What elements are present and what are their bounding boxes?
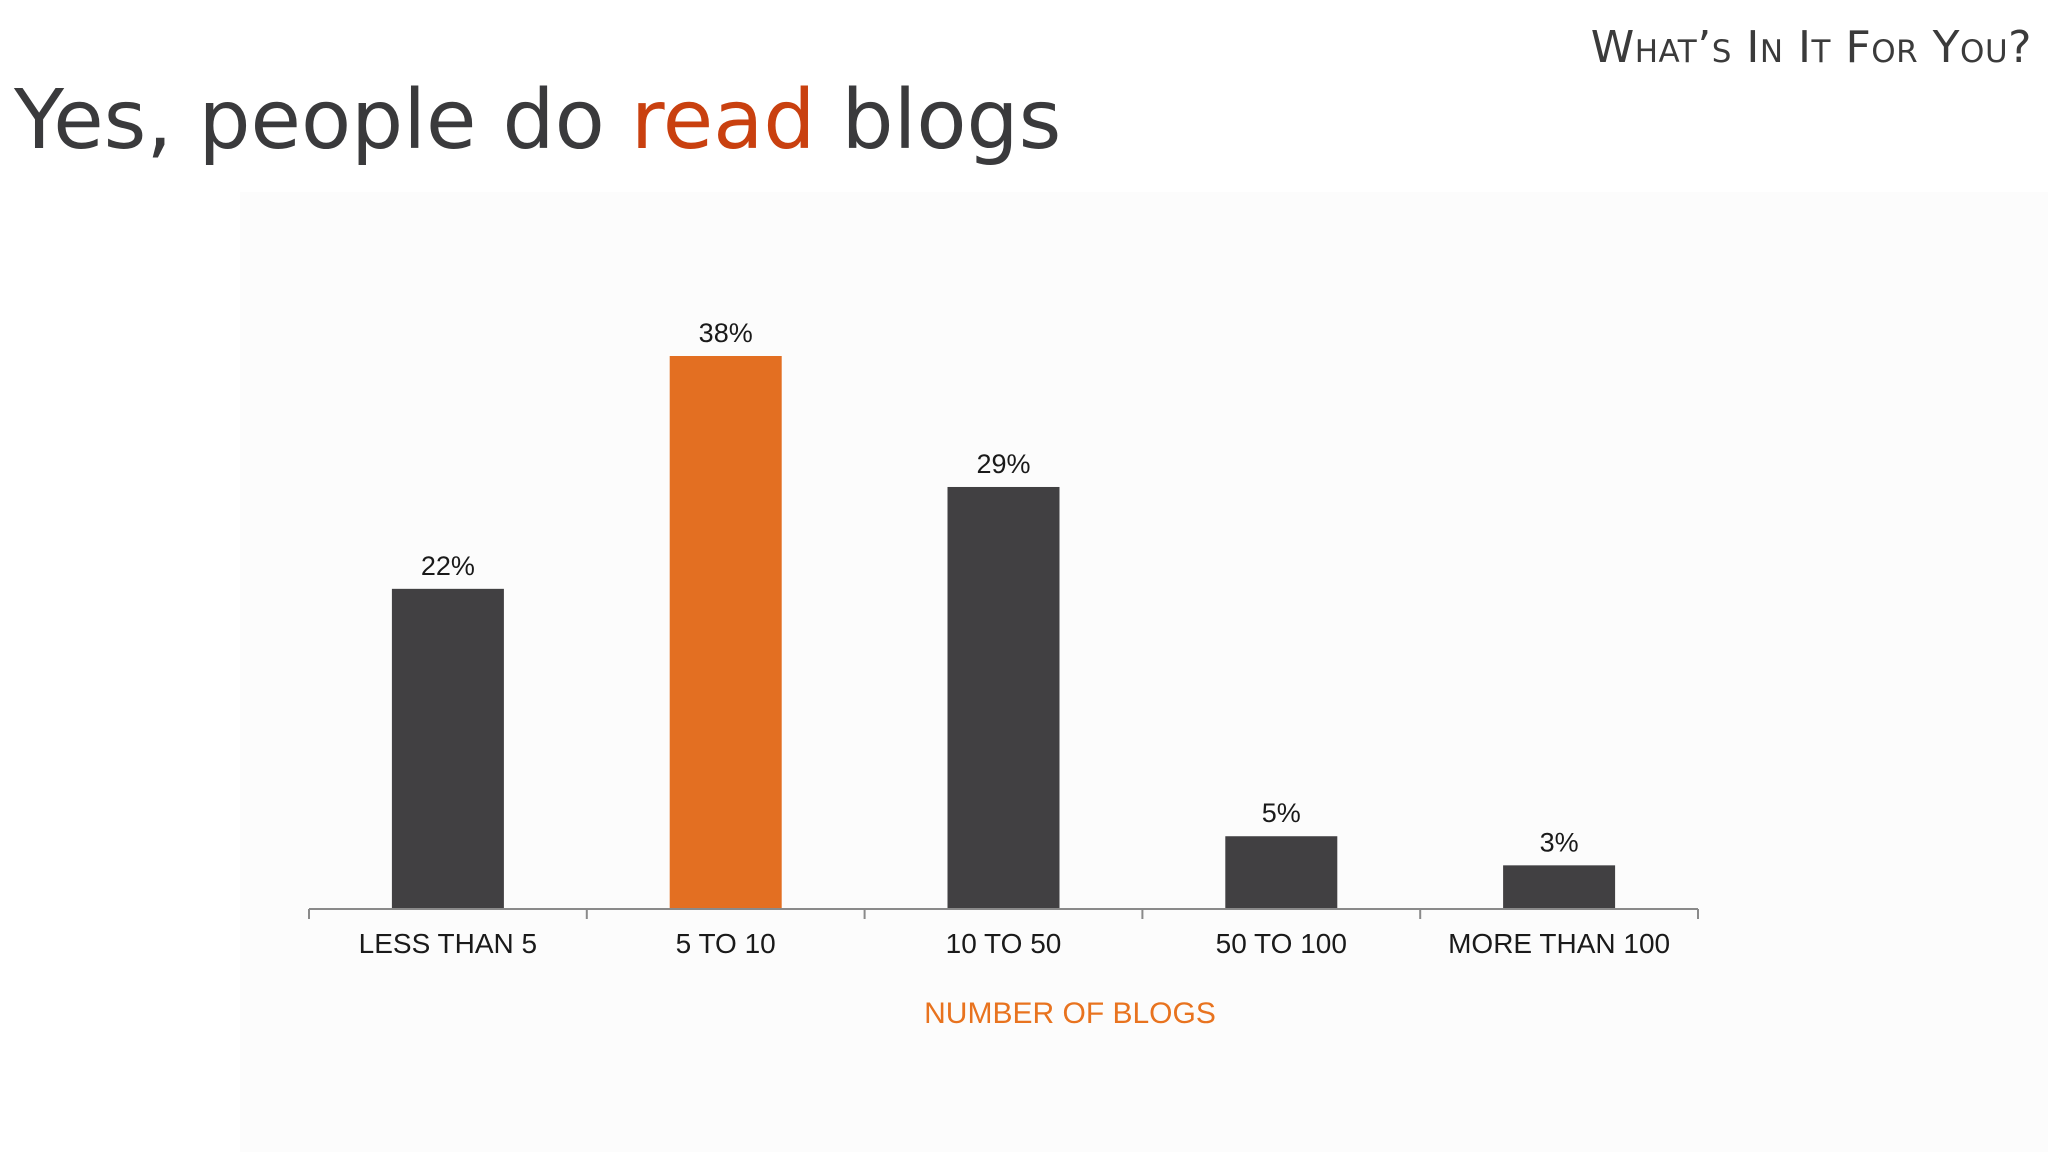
- data-label: 38%: [699, 318, 753, 348]
- data-label: 29%: [976, 449, 1030, 479]
- bar-10-to-50: [947, 486, 1060, 909]
- bar-less-than-5: [391, 588, 504, 909]
- page-title-start: Yes, people do: [14, 73, 631, 168]
- x-tick-label: 5 TO 10: [676, 928, 776, 959]
- page-title: Yes, people do read blogs: [14, 72, 1061, 170]
- x-tick-label: 10 TO 50: [946, 928, 1062, 959]
- x-tick-label: MORE THAN 100: [1448, 928, 1670, 959]
- page-title-highlight: read: [630, 73, 816, 168]
- x-tick-label: LESS THAN 5: [359, 928, 537, 959]
- chart-panel: [240, 192, 2048, 1152]
- data-label: 22%: [421, 551, 475, 581]
- bar-5-to-10: [669, 356, 782, 909]
- bar-50-to-100: [1225, 836, 1338, 909]
- page-title-end: blogs: [815, 73, 1062, 168]
- data-label: 5%: [1262, 798, 1301, 828]
- data-label: 3%: [1540, 827, 1579, 857]
- x-axis-title: NUMBER OF BLOGS: [924, 997, 1216, 1030]
- bar-more-than-100: [1503, 865, 1616, 909]
- section-title: What’s In It For You?: [1590, 22, 2032, 73]
- x-tick-label: 50 TO 100: [1216, 928, 1347, 959]
